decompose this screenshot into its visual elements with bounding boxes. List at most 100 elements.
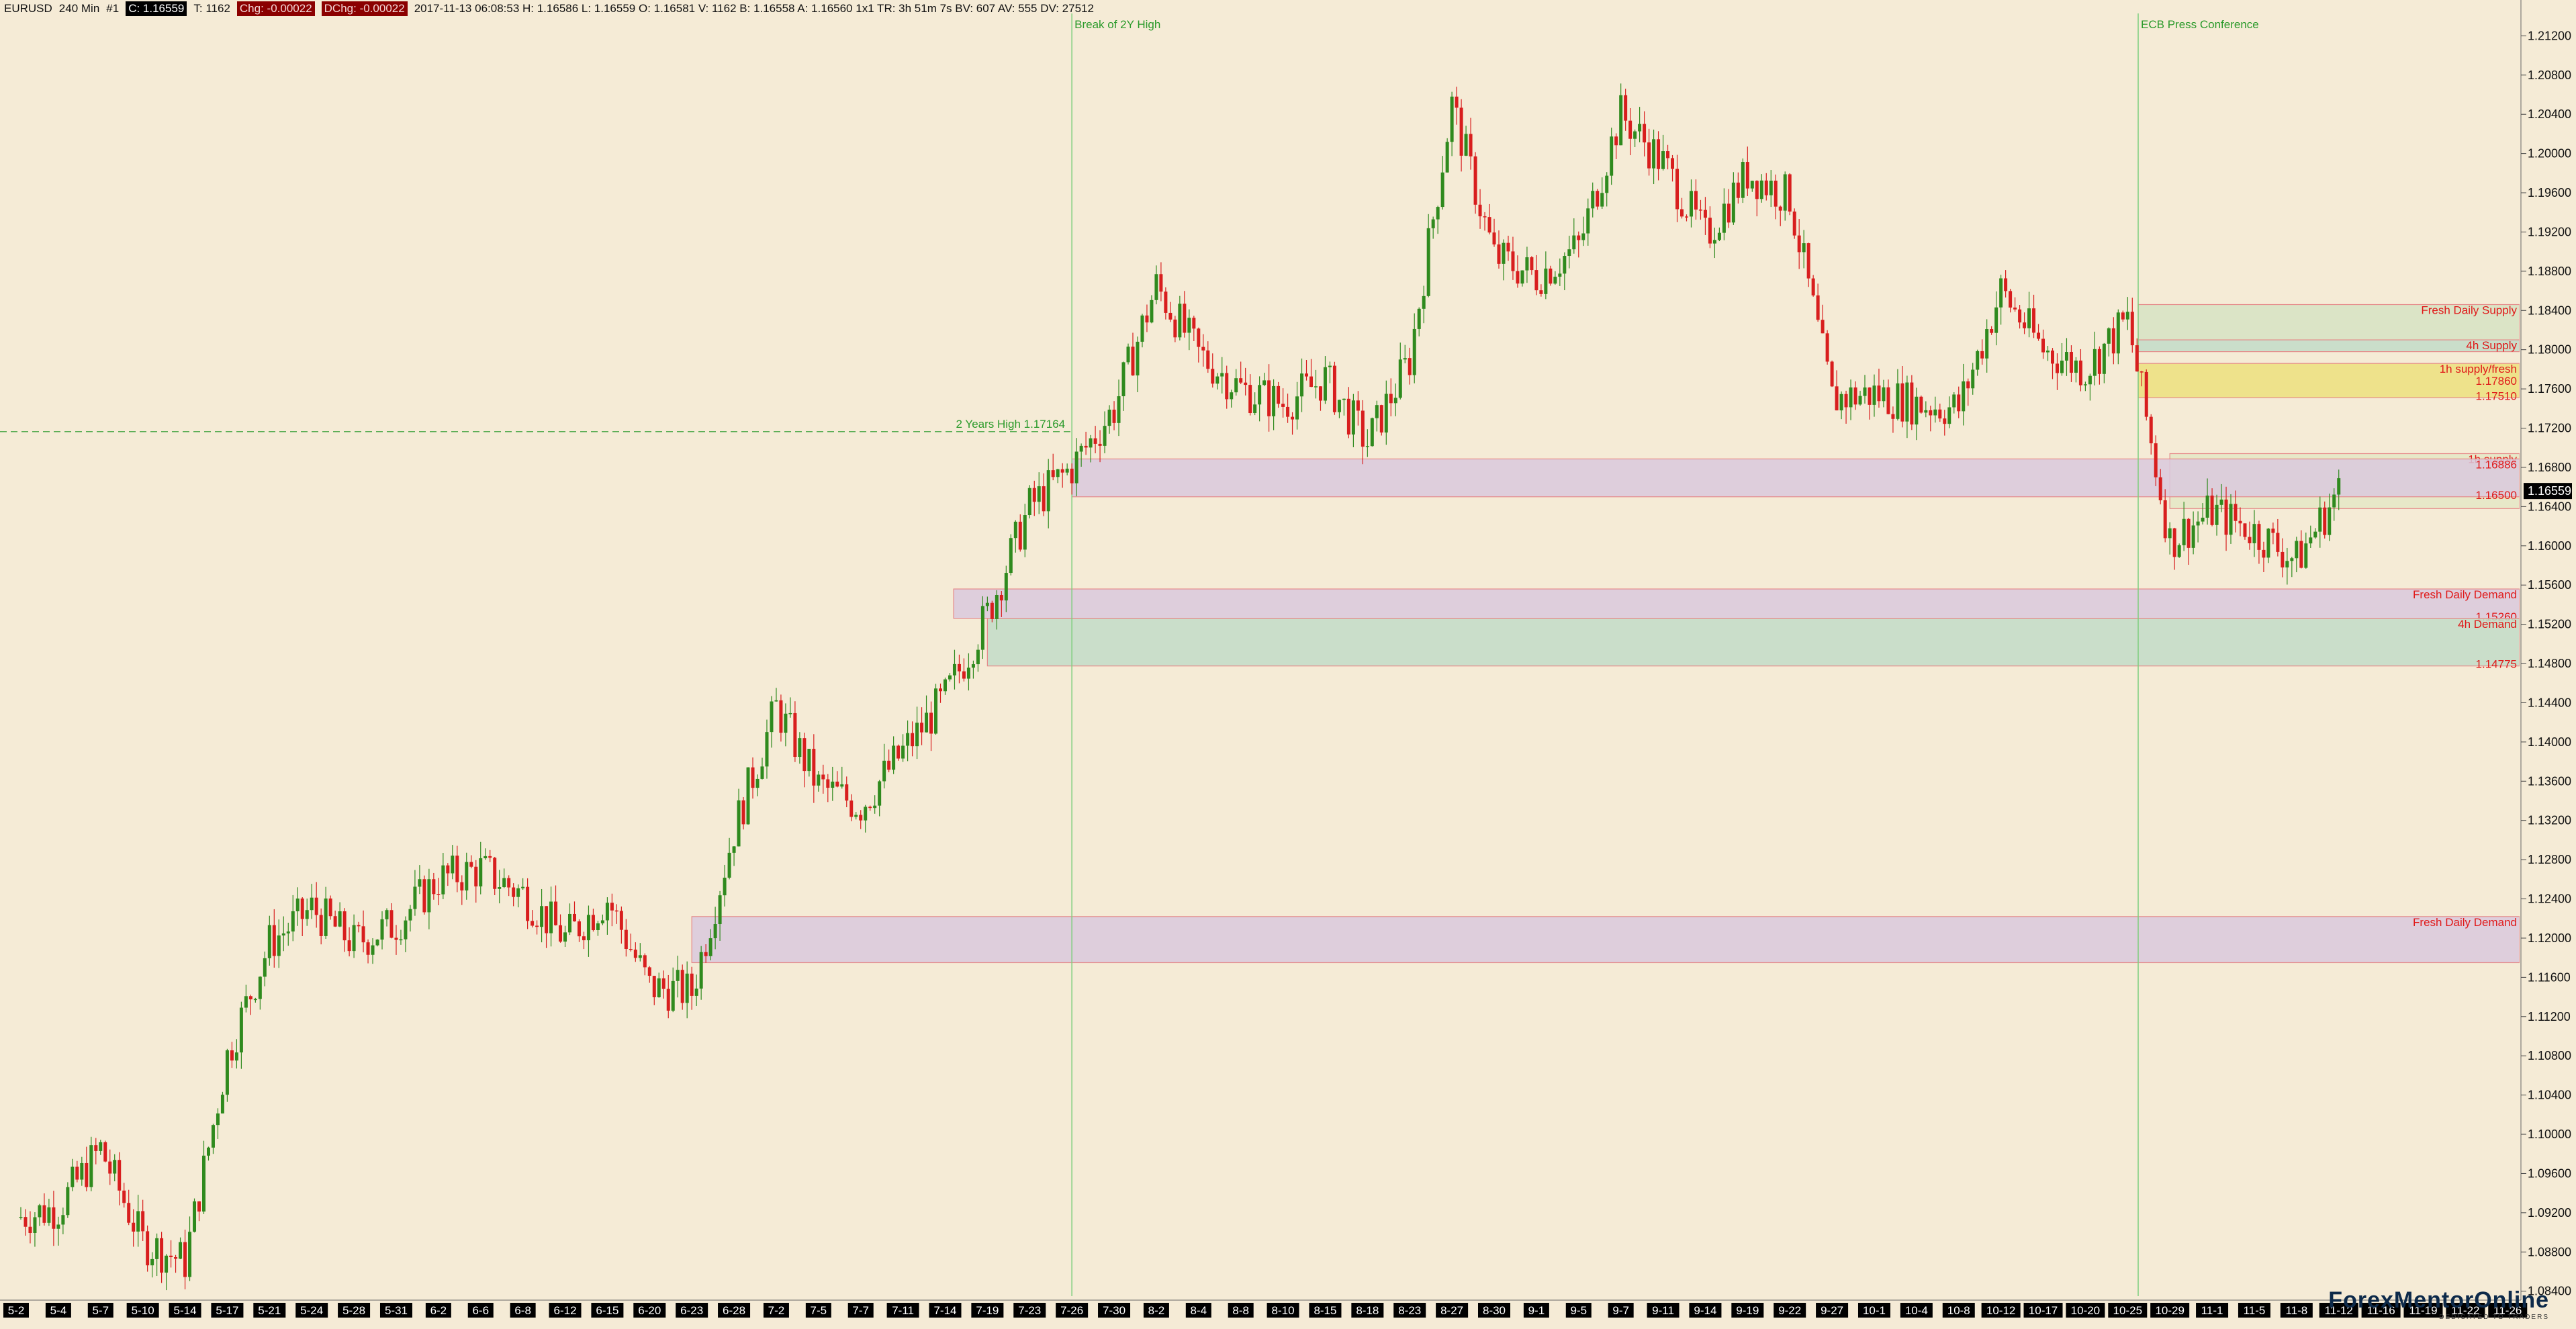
candle-body [1178,304,1182,338]
candle-body [1736,182,1740,198]
candle-body [549,901,553,933]
candle-body [286,931,290,933]
x-tick-box [549,1303,582,1318]
candle-body [1206,350,1210,369]
candle-body [1197,328,1201,347]
candle-body [1990,329,1994,333]
price-axis-bg [2520,0,2576,1329]
candle-body [1544,268,1548,294]
candle-body [882,760,886,782]
candle-body [1811,278,1815,295]
candle-body [61,1215,65,1225]
candle-body [591,915,595,930]
candle-body [1150,300,1154,323]
candle-body [732,846,736,853]
x-tick-box [1731,1303,1764,1318]
candle-body [1680,209,1684,217]
candle-body [990,602,994,619]
candle-body [33,1217,37,1233]
candle-body [1689,191,1693,217]
candle-body [1483,216,1487,218]
x-tick-box [1228,1303,1254,1318]
y-tick-label: 1.19200 [2528,225,2571,238]
x-tick-box [676,1303,708,1318]
x-tick-label: 6-20 [638,1304,661,1317]
y-tick-label: 1.19600 [2528,186,2571,199]
x-tick-label: 10-25 [2113,1304,2142,1317]
candle-body [1201,347,1205,351]
x-tick-label: 9-14 [1694,1304,1716,1317]
candle-body [1244,382,1248,385]
candle-body [150,1258,154,1266]
candle-body [840,784,844,787]
candle-body [188,1232,192,1277]
y-tick-label: 1.15200 [2528,618,2571,631]
candle-body [1281,404,1285,407]
zone-label-6: 4h Demand [2458,618,2517,631]
candle-body [934,688,938,734]
candle-body [704,952,708,956]
candle-body [1671,158,1675,169]
status-bar: EURUSD 240 Min #1 C: 1.16559 T: 1162 Chg… [0,0,1094,17]
candle-body [1539,290,1543,294]
candle-body [357,925,361,927]
candle-body [1530,257,1534,271]
x-tick-box [2238,1303,2270,1318]
candle-body [1581,233,1585,240]
candle-body [66,1187,70,1216]
candle-body [281,933,285,935]
x-tick-box [1098,1303,1131,1318]
candle-body [563,932,567,942]
candle-body [2229,504,2233,535]
candle-body [1703,210,1707,218]
candle-body [432,879,436,895]
x-tick-label: 5-21 [258,1304,281,1317]
x-tick-box [2150,1303,2190,1318]
x-tick-box [1900,1303,1933,1318]
candle-body [427,879,431,913]
y-tick-label: 1.08800 [2528,1245,2571,1258]
x-tick-box [1857,1303,1890,1318]
candle-body [2078,360,2082,385]
candle-body [389,910,394,938]
candle-body [915,723,919,747]
candle-body [2009,291,2013,308]
hline-label-0: 2 Years High 1.17164 [956,418,1066,430]
candle-body [2313,531,2317,538]
candle-body [1337,400,1341,412]
candle-body [1657,139,1661,169]
candle-body [1469,134,1473,156]
candle-body [760,766,764,779]
x-tick-label: 8-10 [1272,1304,1295,1317]
candle-body [2285,561,2289,567]
candle-body [1943,418,1947,424]
chg-badge: Chg: -0.00022 [236,1,315,16]
candle-body [361,926,365,943]
candle-body [1023,515,1027,550]
candle-body [629,949,633,950]
x-tick-box [1013,1303,1046,1318]
candle-body [952,663,956,676]
candle-body [338,911,342,927]
candle-body [2243,523,2247,537]
candle-body [1900,383,1904,422]
x-tick-box [1942,1303,1975,1318]
x-tick-box [805,1303,831,1318]
candle-body [169,1255,173,1258]
candle-body [2111,328,2115,354]
candle-body [1891,414,1895,419]
candle-body [1769,181,1773,195]
candle-body [455,856,459,882]
y-tick-label: 1.20400 [2528,107,2571,121]
candle-body [1919,396,1923,413]
x-tick-label: 6-2 [430,1304,447,1317]
candle-body [94,1145,98,1151]
x-tick-box [718,1303,751,1318]
candle-body [1516,271,1520,284]
candle-body [1877,385,1881,402]
candle-body [314,897,318,915]
candle-body [1596,191,1600,207]
candle-body [868,807,872,809]
candle-body [136,1211,140,1232]
